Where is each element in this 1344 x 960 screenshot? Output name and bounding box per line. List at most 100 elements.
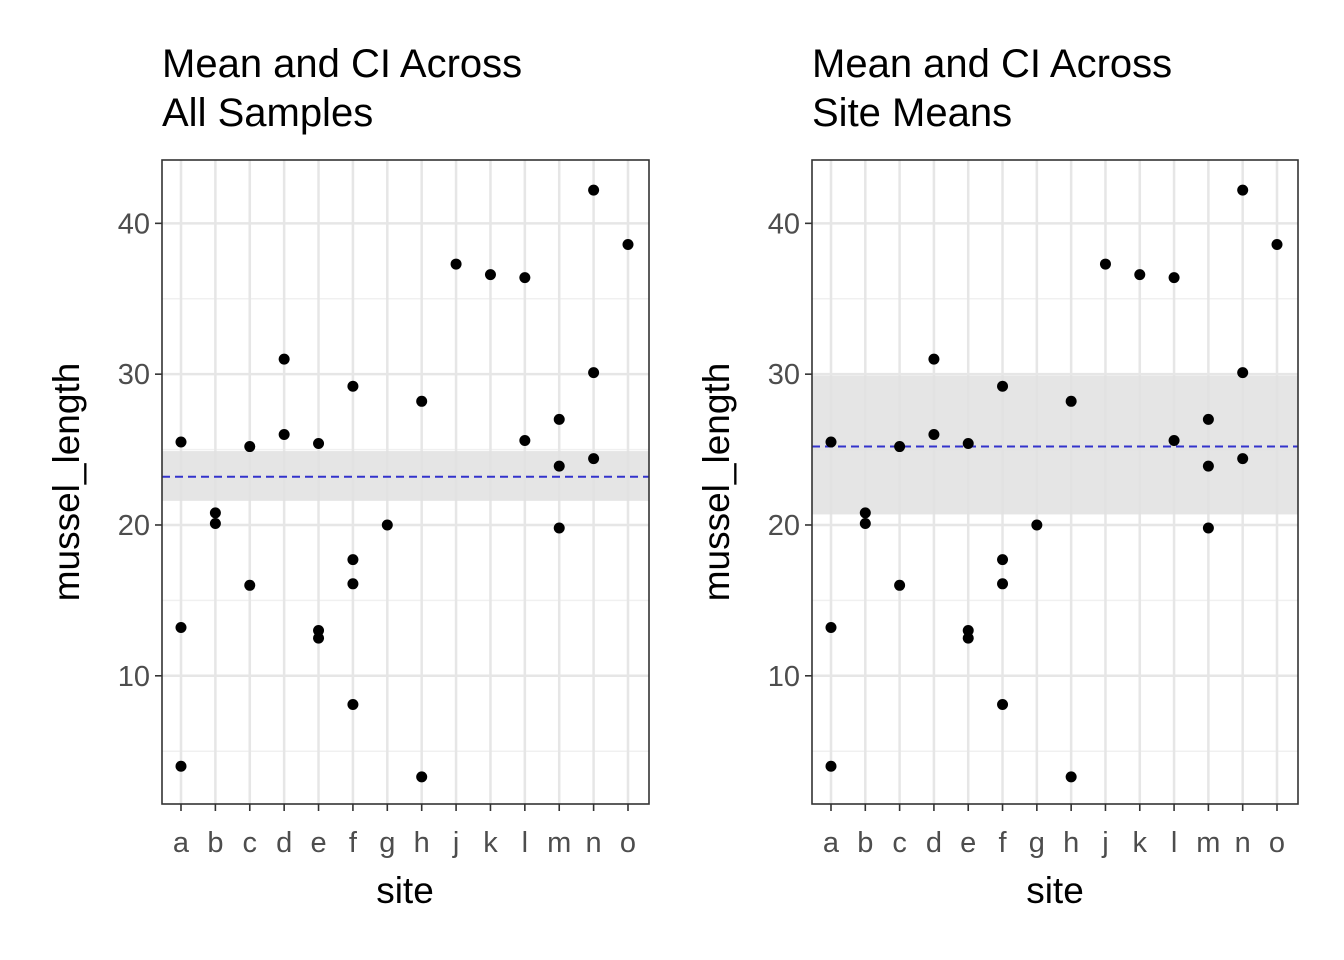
data-point [519, 272, 531, 284]
data-point [1202, 460, 1214, 472]
x-axis-label: site [1026, 870, 1084, 911]
data-point [1237, 184, 1249, 196]
x-tick-label: e [960, 827, 976, 859]
data-point [588, 453, 600, 465]
x-tick-label: c [892, 827, 907, 859]
data-point [1202, 413, 1214, 425]
y-tick-label: 30 [768, 359, 800, 391]
data-point [859, 507, 871, 519]
y-tick-label: 10 [118, 661, 150, 693]
chart-panel-2: 10 20 30 40 a b c d e f g h j k l m n o site mussel_length M… [696, 42, 1299, 911]
data-point [825, 436, 837, 448]
chart-title-line-1: Mean and CI Across [162, 42, 522, 86]
data-point [1065, 395, 1077, 407]
data-point [997, 554, 1009, 566]
data-point [416, 771, 428, 783]
chart-title-line-2: Site Means [812, 91, 1012, 135]
data-point [1031, 519, 1043, 531]
x-tick-label: n [586, 827, 602, 859]
x-tick-label: l [1171, 827, 1177, 859]
data-point [622, 238, 634, 250]
data-point [381, 519, 393, 531]
data-point [825, 622, 837, 634]
data-point [997, 698, 1009, 710]
data-point [347, 380, 359, 392]
data-point [588, 184, 600, 196]
x-tick-label: g [379, 827, 395, 859]
data-point [928, 353, 940, 365]
data-point [894, 441, 906, 453]
data-point [278, 353, 290, 365]
x-tick-label: j [452, 827, 459, 859]
data-point [244, 441, 256, 453]
ci-band [162, 451, 649, 501]
data-point [175, 622, 187, 634]
y-tick-label: 40 [768, 208, 800, 240]
data-point [450, 258, 462, 270]
y-axis-label: mussel_length [46, 363, 87, 602]
data-point [1237, 367, 1249, 379]
chart-panel-1: 10 20 30 40 a b c d e f g h j k l m n o site mussel_length M… [46, 42, 650, 911]
x-tick-label: g [1029, 827, 1045, 859]
y-tick-label: 30 [118, 359, 150, 391]
data-point [1271, 238, 1283, 250]
data-point [416, 395, 428, 407]
data-point [894, 579, 906, 591]
chart-title-line-1: Mean and CI Across [812, 42, 1172, 86]
x-tick-label: b [857, 827, 873, 859]
panel-border [811, 159, 1299, 805]
x-tick-label: f [999, 827, 1008, 859]
data-point [347, 578, 359, 590]
data-point [588, 367, 600, 379]
panel-border [161, 159, 650, 805]
x-tick-label: a [173, 827, 190, 859]
x-tick-label: o [620, 827, 636, 859]
x-tick-label: o [1269, 827, 1285, 859]
data-point [859, 517, 871, 529]
data-point [1202, 522, 1214, 534]
x-tick-label: b [207, 827, 223, 859]
x-tick-label: c [243, 827, 258, 859]
data-point [997, 578, 1009, 590]
y-tick-label: 10 [768, 661, 800, 693]
x-tick-label: j [1101, 827, 1108, 859]
data-point [962, 625, 974, 637]
x-tick-label: n [1235, 827, 1251, 859]
data-point [278, 428, 290, 440]
data-point [1168, 435, 1180, 447]
data-point [484, 269, 496, 281]
ci-band [812, 375, 1298, 515]
data-point [962, 632, 974, 644]
x-tick-label: h [414, 827, 430, 859]
data-point [313, 632, 325, 644]
data-point [1168, 272, 1180, 284]
data-point [313, 625, 325, 637]
data-point [1134, 269, 1146, 281]
data-point [519, 435, 531, 447]
data-point [997, 380, 1009, 392]
x-tick-label: d [276, 827, 292, 859]
x-axis-label: site [376, 870, 434, 911]
data-point [553, 522, 565, 534]
data-point [175, 760, 187, 772]
data-point [962, 438, 974, 450]
x-tick-label: k [1133, 827, 1148, 859]
y-tick-label: 20 [768, 510, 800, 542]
data-point [347, 698, 359, 710]
chart-title-line-2: All Samples [162, 91, 373, 135]
y-tick-label: 40 [118, 208, 150, 240]
data-point [553, 460, 565, 472]
x-tick-label: f [349, 827, 358, 859]
data-point [825, 760, 837, 772]
data-point [347, 554, 359, 566]
x-tick-label: d [926, 827, 942, 859]
y-tick-label: 20 [118, 510, 150, 542]
x-tick-label: l [522, 827, 528, 859]
y-axis-label: mussel_length [696, 363, 737, 602]
data-point [553, 413, 565, 425]
data-point [928, 428, 940, 440]
x-tick-label: e [310, 827, 326, 859]
data-point [1065, 771, 1077, 783]
data-point [1237, 453, 1249, 465]
